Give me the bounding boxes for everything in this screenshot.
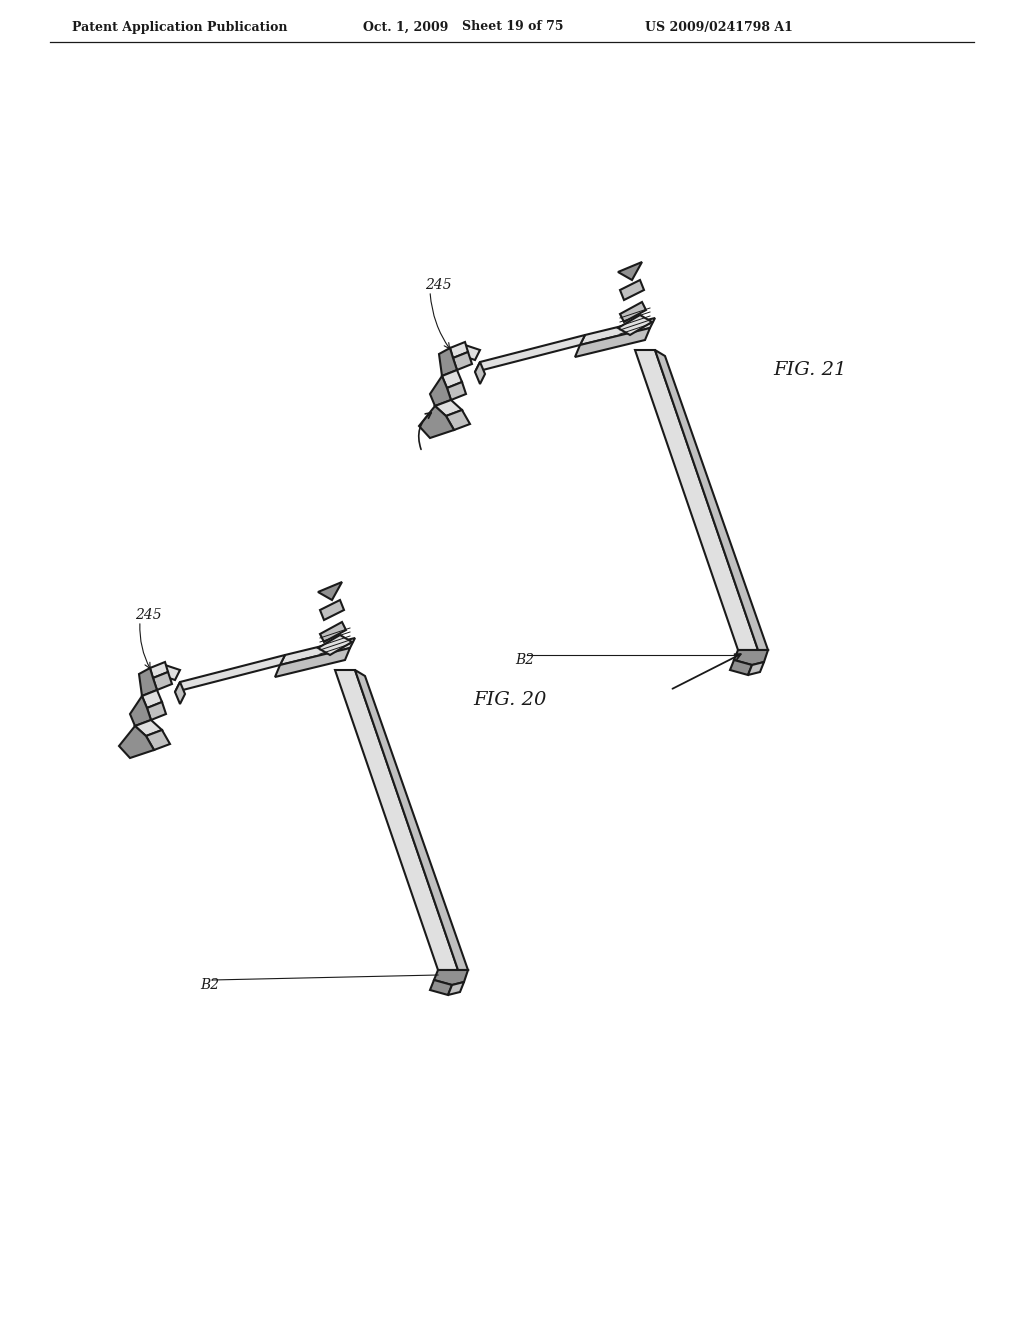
Polygon shape xyxy=(453,352,472,370)
Polygon shape xyxy=(155,665,165,688)
Polygon shape xyxy=(620,302,646,322)
Polygon shape xyxy=(618,315,652,335)
Polygon shape xyxy=(139,668,157,696)
Polygon shape xyxy=(620,280,644,300)
Polygon shape xyxy=(575,327,650,356)
Polygon shape xyxy=(730,660,752,675)
Polygon shape xyxy=(175,655,285,692)
Polygon shape xyxy=(618,261,642,280)
Polygon shape xyxy=(446,411,470,430)
Polygon shape xyxy=(447,381,466,400)
Polygon shape xyxy=(119,726,154,758)
Polygon shape xyxy=(275,648,350,677)
Polygon shape xyxy=(655,350,768,649)
Polygon shape xyxy=(748,663,764,675)
Polygon shape xyxy=(475,335,585,372)
Polygon shape xyxy=(439,348,457,376)
Text: Patent Application Publication: Patent Application Publication xyxy=(72,21,288,33)
Polygon shape xyxy=(635,350,758,649)
Text: FIG. 21: FIG. 21 xyxy=(773,360,847,379)
Polygon shape xyxy=(319,601,344,620)
Polygon shape xyxy=(734,649,768,665)
Polygon shape xyxy=(142,690,162,708)
Text: 245: 245 xyxy=(425,279,452,292)
Polygon shape xyxy=(442,370,462,388)
Polygon shape xyxy=(280,638,355,665)
Text: FIG. 20: FIG. 20 xyxy=(473,690,547,709)
Polygon shape xyxy=(449,982,464,995)
Text: Oct. 1, 2009: Oct. 1, 2009 xyxy=(362,21,449,33)
Text: 245: 245 xyxy=(135,609,162,622)
Polygon shape xyxy=(475,362,485,384)
Polygon shape xyxy=(419,407,454,438)
Polygon shape xyxy=(146,730,170,750)
Polygon shape xyxy=(335,671,458,970)
Polygon shape xyxy=(434,970,468,985)
Polygon shape xyxy=(460,345,480,360)
Text: B2: B2 xyxy=(515,653,535,667)
Polygon shape xyxy=(318,582,342,601)
Polygon shape xyxy=(135,719,162,737)
Polygon shape xyxy=(355,671,468,970)
Polygon shape xyxy=(147,702,166,719)
Polygon shape xyxy=(430,376,451,407)
Polygon shape xyxy=(455,345,465,368)
Polygon shape xyxy=(435,400,462,416)
Polygon shape xyxy=(430,979,452,995)
Polygon shape xyxy=(160,665,180,680)
Polygon shape xyxy=(450,342,468,358)
Polygon shape xyxy=(319,622,346,642)
Polygon shape xyxy=(130,696,151,726)
Text: B2: B2 xyxy=(200,978,219,993)
Text: Sheet 19 of 75: Sheet 19 of 75 xyxy=(462,21,563,33)
Polygon shape xyxy=(150,663,168,678)
Polygon shape xyxy=(318,635,352,655)
Polygon shape xyxy=(153,672,172,690)
Polygon shape xyxy=(580,318,655,345)
Text: US 2009/0241798 A1: US 2009/0241798 A1 xyxy=(645,21,793,33)
Polygon shape xyxy=(175,682,185,704)
